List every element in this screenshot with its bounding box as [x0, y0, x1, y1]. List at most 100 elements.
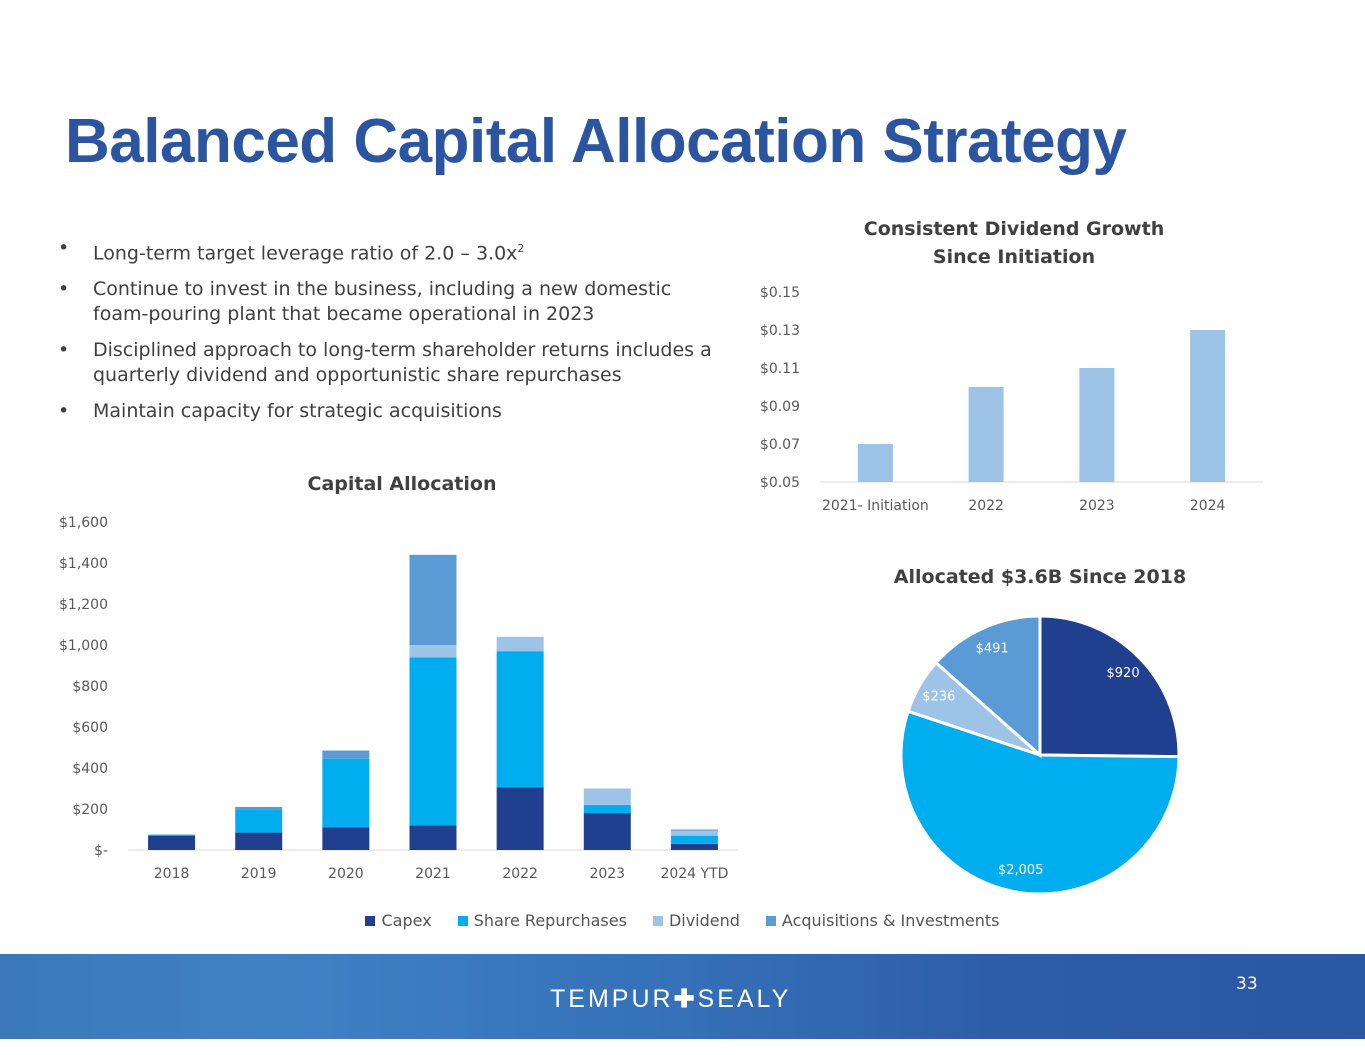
bullet-dot: •: [58, 339, 70, 362]
legend-label: Acquisitions & Investments: [781, 911, 1000, 930]
legend-item-acquisitions: Acquisitions & Investments: [765, 911, 1000, 930]
bullet-text: Disciplined approach to long-term shareh…: [93, 339, 712, 387]
legend-label: Capex: [381, 911, 432, 930]
capital-chart-title: Capital Allocation: [307, 473, 497, 495]
capital-bar-segment: [409, 657, 457, 826]
dividend-chart-title-line1: Consistent Dividend Growth: [863, 218, 1165, 240]
footer-band: [0, 954, 1365, 1039]
capital-x-tick-label: 2024 YTD: [660, 866, 728, 882]
brand-plus-icon: ✚: [673, 985, 698, 1013]
legend-swatch: [365, 915, 376, 926]
legend-item-capex: Capex: [365, 911, 432, 930]
capital-y-tick-label: $1,600: [59, 515, 108, 531]
dividend-y-tick-label: $0.15: [760, 285, 800, 301]
capital-bar-segment: [409, 554, 457, 645]
dividend-bar: [1079, 368, 1115, 482]
capital-y-tick-label: $800: [72, 679, 108, 695]
capital-bar-segment: [496, 787, 544, 850]
legend-item-dividend: Dividend: [652, 911, 740, 930]
bullet-item: • Continue to invest in the business, inc…: [58, 277, 718, 327]
bullet-text: Maintain capacity for strategic acquisit…: [93, 400, 502, 423]
capital-y-tick-label: $1,200: [59, 597, 108, 613]
capital-bar-segment: [235, 832, 283, 850]
footnote-ref: 2: [517, 242, 525, 255]
dividend-y-tick-label: $0.07: [760, 437, 800, 453]
capital-bar-segment: [409, 645, 457, 658]
bullet-item: • Disciplined approach to long-term share…: [58, 338, 718, 388]
legend-swatch: [652, 915, 663, 926]
capital-x-tick-label: 2022: [502, 866, 538, 882]
dividend-x-tick-label: 2022: [968, 498, 1004, 514]
bullet-dot: •: [58, 400, 70, 423]
bullet-dot: •: [58, 278, 70, 301]
capital-y-tick-label: $600: [72, 720, 108, 736]
capital-bar-segment: [670, 830, 718, 836]
bullet-list: • Long-term target leverage ratio of 2.0 …: [58, 236, 718, 435]
capital-bar-segment: [235, 806, 283, 811]
dividend-y-tick-label: $0.11: [760, 361, 800, 377]
capital-bar-segment: [322, 827, 370, 850]
capital-bar-segment: [322, 758, 370, 828]
dividend-x-tick-label: 2023: [1079, 498, 1115, 514]
brand-text-right: SEALY: [697, 985, 792, 1013]
bullet-text: Continue to invest in the business, incl…: [93, 278, 672, 326]
dividend-chart: $0.05 $0.07 $0.09 $0.11 $0.13 $0.15 2021- Init…: [760, 285, 1263, 514]
capital-bar-segment: [235, 810, 283, 833]
dividend-x-tick-label: 2024: [1190, 498, 1226, 514]
pie-value-label: $2,005: [998, 863, 1044, 878]
dividend-bar: [1190, 330, 1226, 482]
capital-x-tick-label: 2021: [415, 866, 451, 882]
dividend-y-tick-label: $0.09: [760, 399, 800, 415]
capital-bar-segment: [583, 813, 631, 850]
brand-logo: TEMPUR✚SEALY: [550, 984, 791, 1014]
capital-chart-legend: Capex Share Repurchases Dividend Acquisi…: [0, 911, 1365, 930]
pie-slice: [1038, 614, 1181, 759]
capital-bar-segment: [670, 835, 718, 844]
dividend-bar: [857, 444, 893, 482]
legend-swatch: [457, 915, 468, 926]
page-number: 33: [1236, 974, 1258, 994]
capital-bar-segment: [148, 834, 196, 836]
capital-bar-segment: [409, 825, 457, 850]
pie-value-label: $236: [922, 690, 955, 705]
pie-value-label: $491: [976, 642, 1009, 657]
bullet-item: • Maintain capacity for strategic acquisi…: [58, 399, 718, 424]
capital-y-tick-label: $200: [72, 802, 108, 818]
legend-label: Dividend: [668, 911, 740, 930]
capital-bar-segment: [583, 804, 631, 814]
capital-y-tick-label: $1,400: [59, 556, 108, 572]
page-title: Balanced Capital Allocation Strategy: [65, 107, 1127, 176]
capital-bar-segment: [670, 843, 718, 850]
legend-item-share-repurchases: Share Repurchases: [457, 911, 627, 930]
bullet-dot: •: [58, 237, 70, 259]
capital-x-tick-label: 2018: [154, 866, 190, 882]
dividend-bar: [968, 387, 1004, 482]
capital-bar-segment: [496, 651, 544, 788]
legend-label: Share Repurchases: [473, 911, 627, 930]
pie-value-label: $920: [1107, 666, 1140, 681]
dividend-y-tick-label: $0.13: [760, 323, 800, 339]
brand-text-left: TEMPUR: [550, 985, 674, 1013]
pie-chart-title: Allocated $3.6B Since 2018: [893, 566, 1187, 588]
capital-bar-segment: [670, 829, 718, 831]
capital-x-tick-label: 2023: [589, 866, 625, 882]
legend-swatch: [765, 915, 776, 926]
pie-slice: [933, 614, 1042, 759]
dividend-chart-title: Consistent Dividend Growth Since Initiat…: [814, 215, 1214, 271]
capital-x-tick-label: 2020: [328, 866, 364, 882]
capital-bar-segment: [148, 835, 196, 850]
capital-y-tick-label: $1,000: [59, 638, 108, 654]
bullet-item: • Long-term target leverage ratio of 2.0 …: [58, 236, 718, 266]
dividend-chart-title-line2: Since Initiation: [932, 246, 1096, 268]
bullet-text: Long-term target leverage ratio of 2.0 –…: [93, 242, 518, 265]
dividend-y-tick-label: $0.05: [760, 475, 800, 491]
capital-bar-segment: [322, 750, 370, 759]
pie-slice: [899, 709, 1181, 896]
dividend-x-tick-label: 2021- Initiation: [822, 498, 929, 514]
capital-y-tick-label: $-: [94, 843, 108, 859]
capital-bar-segment: [583, 788, 631, 805]
capital-x-tick-label: 2019: [241, 866, 277, 882]
capital-allocation-chart: $- $200 $400 $600 $800 $1,000 $1,200 $1,400 $1,6…: [59, 515, 738, 882]
capital-y-tick-label: $400: [72, 761, 108, 777]
allocation-pie-chart: $920 $2,005 $236 $491: [899, 614, 1181, 896]
